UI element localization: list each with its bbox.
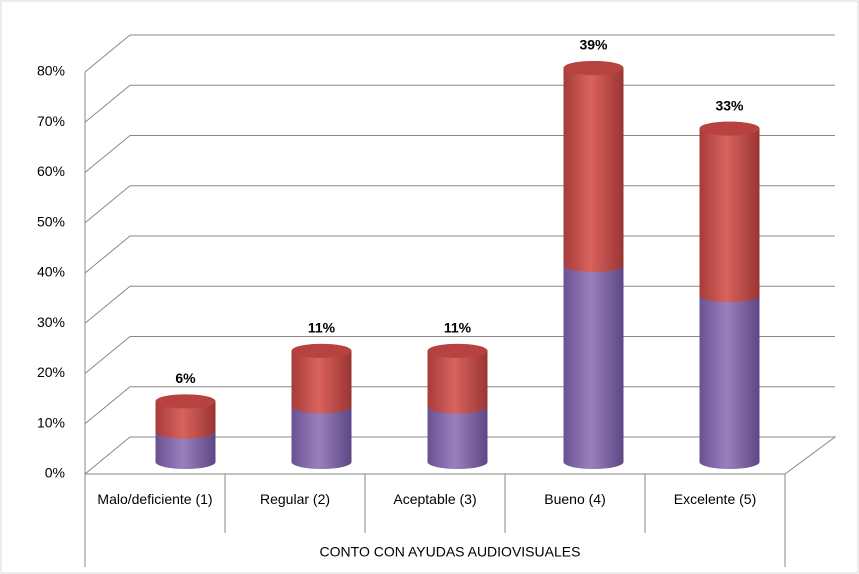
cylinder-top: [699, 121, 760, 136]
data-label: 11%: [444, 320, 472, 336]
y-tick-label: 0%: [45, 465, 65, 481]
cylinder-segment: [699, 121, 760, 303]
cylinder-segment: [699, 288, 760, 469]
grid-line: [84, 34, 835, 73]
data-label: 33%: [715, 97, 744, 113]
cylinder-top: [155, 394, 216, 409]
x-tick-label: Bueno (4): [544, 491, 606, 507]
x-axis-title: CONTO CON AYUDAS AUDIOVISUALES: [320, 544, 581, 560]
cylinder-top: [427, 343, 488, 358]
data-label: 11%: [308, 320, 336, 336]
x-tick-label: Regular (2): [259, 491, 331, 507]
x-tick-label: Excelente (5): [673, 491, 757, 507]
data-label: 6%: [175, 370, 196, 386]
cylinder-segment: [291, 343, 352, 414]
y-tick-label: 40%: [37, 264, 65, 280]
cylinder-segment: [291, 399, 352, 469]
x-tick-label: Aceptable (3): [393, 491, 477, 507]
cylinder-segment: [563, 61, 624, 272]
y-tick-label: 60%: [37, 163, 65, 179]
y-tick-label: 50%: [37, 213, 65, 229]
cylinder-segment: [427, 343, 488, 414]
y-tick-label: 10%: [37, 414, 65, 430]
y-tick-label: 80%: [37, 63, 65, 79]
cylinder-segment: [427, 399, 488, 469]
cylinder-top: [291, 343, 352, 358]
y-tick-label: 30%: [37, 314, 65, 330]
cylinder-top: [563, 61, 624, 75]
data-label: 39%: [579, 37, 608, 53]
y-tick-label: 20%: [37, 364, 65, 380]
cylinder-segment: [563, 258, 624, 469]
x-tick-label: Malo/deficiente (1): [97, 491, 213, 507]
y-tick-label: 70%: [37, 113, 65, 129]
